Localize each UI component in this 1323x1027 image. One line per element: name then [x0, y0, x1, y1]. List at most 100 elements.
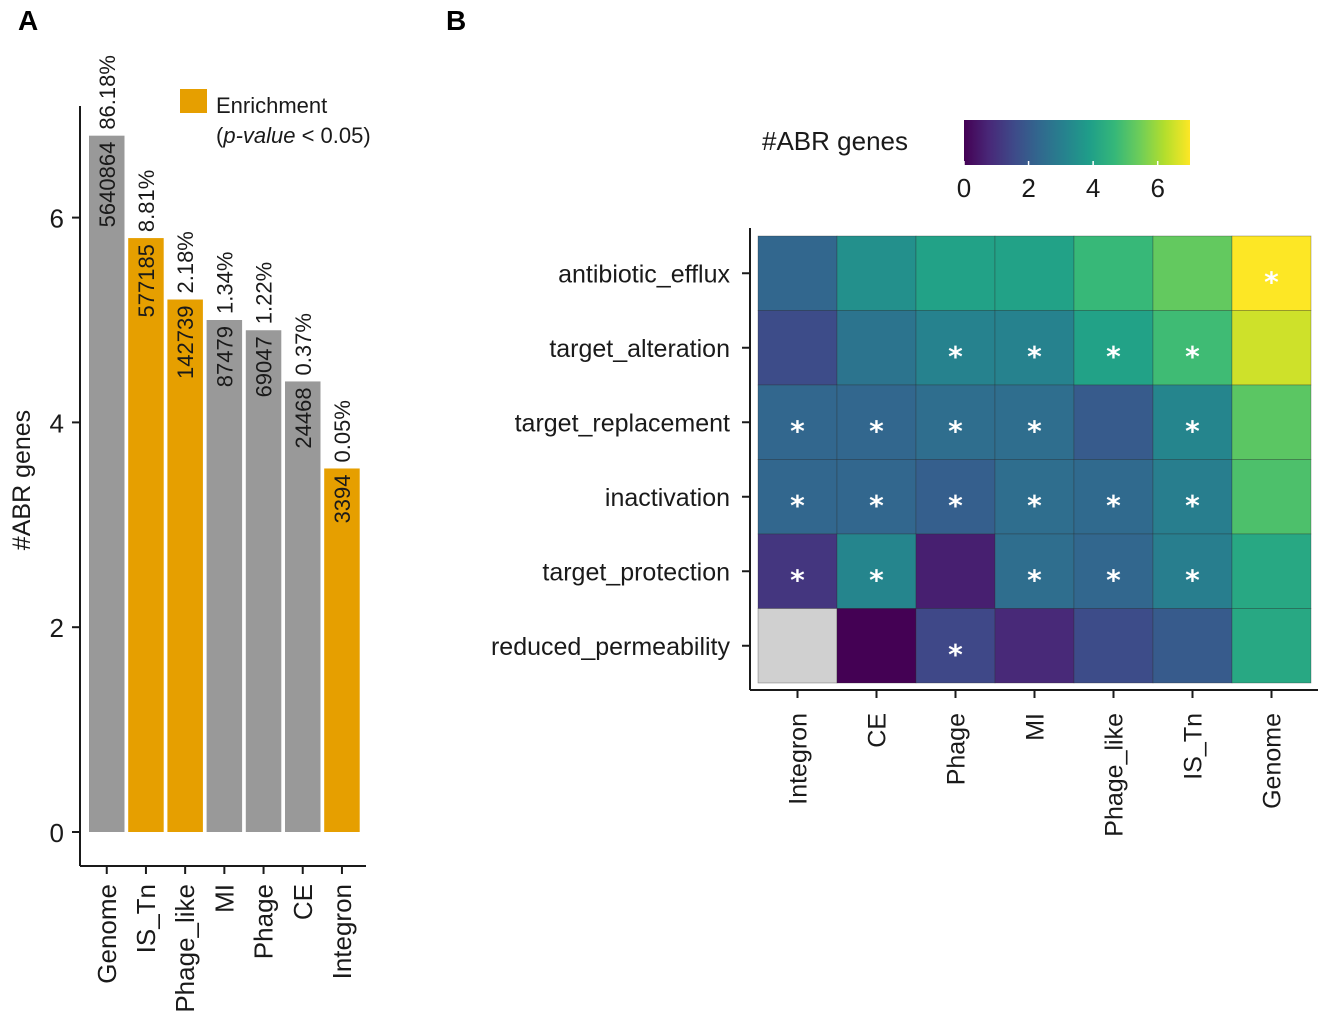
bar-chart-axes: 0 2 4 6 Genome IS_Tn Phage_like MI Phage CE Integr…: [50, 106, 366, 1013]
significance-star: *: [869, 563, 884, 596]
colorbar-tick-label: 2: [1021, 173, 1035, 203]
heatmap-cell: [1073, 235, 1154, 311]
bar-percent-label: 8.81%: [134, 170, 159, 232]
bar-count-label: 577185: [134, 244, 159, 317]
bar: [206, 320, 243, 832]
bar-percent-label: 1.34%: [212, 252, 237, 314]
significance-star: *: [1264, 265, 1279, 298]
significance-star: *: [869, 414, 884, 447]
heatmap-row-label: target_replacement: [515, 409, 730, 437]
significance-star: *: [1027, 414, 1042, 447]
heatmap-cell: [994, 310, 1075, 386]
heatmap-axes: antibiotic_efflux target_alterationtarget…: [491, 228, 1318, 837]
legend-enrichment-note: (p-value < 0.05): [216, 123, 371, 148]
significance-star: *: [1185, 340, 1200, 373]
bar-y-tick-label: 2: [50, 613, 64, 643]
bar: [89, 135, 125, 832]
colorbar-tick-label: 4: [1086, 173, 1100, 203]
heatmap-cell: [994, 384, 1075, 460]
heatmap-cell: [836, 235, 917, 311]
heatmap-row-label: reduced_permeability: [491, 633, 731, 661]
panel-a-label: A: [18, 5, 38, 36]
bar-count-label: 69047: [252, 336, 277, 397]
colorbar-tick-label: 0: [957, 173, 971, 203]
heatmap-cell: [757, 533, 838, 609]
heatmap-cell: [915, 459, 996, 535]
bar-count-label: 142739: [173, 306, 198, 379]
significance-star: *: [790, 414, 805, 447]
heatmap-cell: [994, 608, 1075, 684]
bar-x-tick-label: MI: [209, 884, 239, 913]
significance-star: *: [1106, 563, 1121, 596]
heatmap-cell: [1073, 533, 1154, 609]
heatmap-cell: [994, 533, 1075, 609]
heatmap-cell: [757, 384, 838, 460]
legend-enrichment-label: Enrichment: [216, 93, 327, 118]
bar: [167, 299, 203, 832]
heatmap-cell: [1152, 459, 1233, 535]
significance-star: *: [1027, 563, 1042, 596]
heatmap-cell: [757, 310, 838, 386]
bar-percent-label: 0.37%: [291, 313, 316, 375]
bar-x-tick-label: Phage: [249, 884, 279, 959]
bar-chart: #ABR genes 0 2 4 6 Genome IS_Tn Phage_like MI Ph…: [8, 55, 371, 1013]
heatmap-cell: [1073, 459, 1154, 535]
bar-x-tick-label: CE: [288, 884, 318, 920]
heatmap-cell: [915, 533, 996, 609]
bar-y-tick-label: 0: [50, 818, 64, 848]
significance-star: *: [1027, 489, 1042, 522]
bar-count-label: 87479: [212, 326, 237, 387]
heatmap-row-label: inactivation: [605, 484, 730, 512]
bar-percent-label: 86.18%: [95, 55, 120, 130]
bar-percent-label: 0.05%: [330, 400, 355, 462]
heatmap-chart: #ABR genes 0 2 4 6 * * * * * * * * * * * * * * * * * * * * * * a…: [491, 120, 1318, 837]
significance-star: *: [1185, 414, 1200, 447]
heatmap-cell: [836, 310, 917, 386]
heatmap-col-label: Phage_like: [1101, 713, 1129, 837]
bar: [128, 238, 164, 832]
bar-x-tick-label: Genome: [92, 884, 122, 984]
significance-star: *: [790, 489, 805, 522]
heatmap-cell: [1231, 459, 1312, 535]
colorbar-tick-label: 6: [1150, 173, 1164, 203]
bar-chart-legend: Enrichment (p-value < 0.05): [180, 89, 371, 148]
bar: [245, 330, 282, 832]
heatmap-cells: * * * * * * * * * * * * * * * * * * * * * *: [757, 235, 1312, 684]
heatmap-cell: [836, 459, 917, 535]
significance-star: *: [948, 489, 963, 522]
heatmap-cell: [1231, 384, 1312, 460]
panel-b-label: B: [446, 5, 466, 36]
bar: [285, 381, 321, 832]
significance-star: *: [790, 563, 805, 596]
heatmap-cell: [1152, 235, 1233, 311]
heatmap-row-label: target_protection: [542, 558, 730, 586]
heatmap-cell: [1073, 608, 1154, 684]
heatmap-cell: [994, 459, 1075, 535]
significance-star: *: [948, 414, 963, 447]
significance-star: *: [948, 638, 963, 671]
heatmap-cell: [915, 235, 996, 311]
significance-star: *: [948, 340, 963, 373]
bar-y-tick-label: 6: [50, 204, 64, 234]
bar-x-tick-label: Integron: [327, 884, 357, 979]
heatmap-cell: [757, 608, 838, 684]
significance-star: *: [1106, 340, 1121, 373]
bar-percent-label: 1.22%: [252, 262, 277, 324]
heatmap-col-label: Genome: [1259, 713, 1287, 809]
heatmap-colorbar: #ABR genes 0 2 4 6: [762, 120, 1190, 203]
colorbar-gradient: [964, 120, 1190, 165]
heatmap-cell: [1073, 384, 1154, 460]
heatmap-cell: [915, 310, 996, 386]
bar-count-label: 5640864: [95, 142, 120, 228]
bar-x-tick-label: IS_Tn: [131, 884, 161, 953]
heatmap-col-label: IS_Tn: [1180, 713, 1208, 780]
bar-chart-bars: 5640864 86.18% 577185 8.81% 142739 2.18% 87479…: [89, 55, 360, 832]
colorbar-title: #ABR genes: [762, 126, 908, 156]
bar-percent-label: 2.18%: [173, 231, 198, 293]
heatmap-col-label: Integron: [785, 713, 813, 805]
heatmap-cell: [1231, 608, 1312, 684]
heatmap-cell: [1152, 533, 1233, 609]
significance-star: *: [1185, 489, 1200, 522]
heatmap-col-label: CE: [864, 713, 892, 748]
